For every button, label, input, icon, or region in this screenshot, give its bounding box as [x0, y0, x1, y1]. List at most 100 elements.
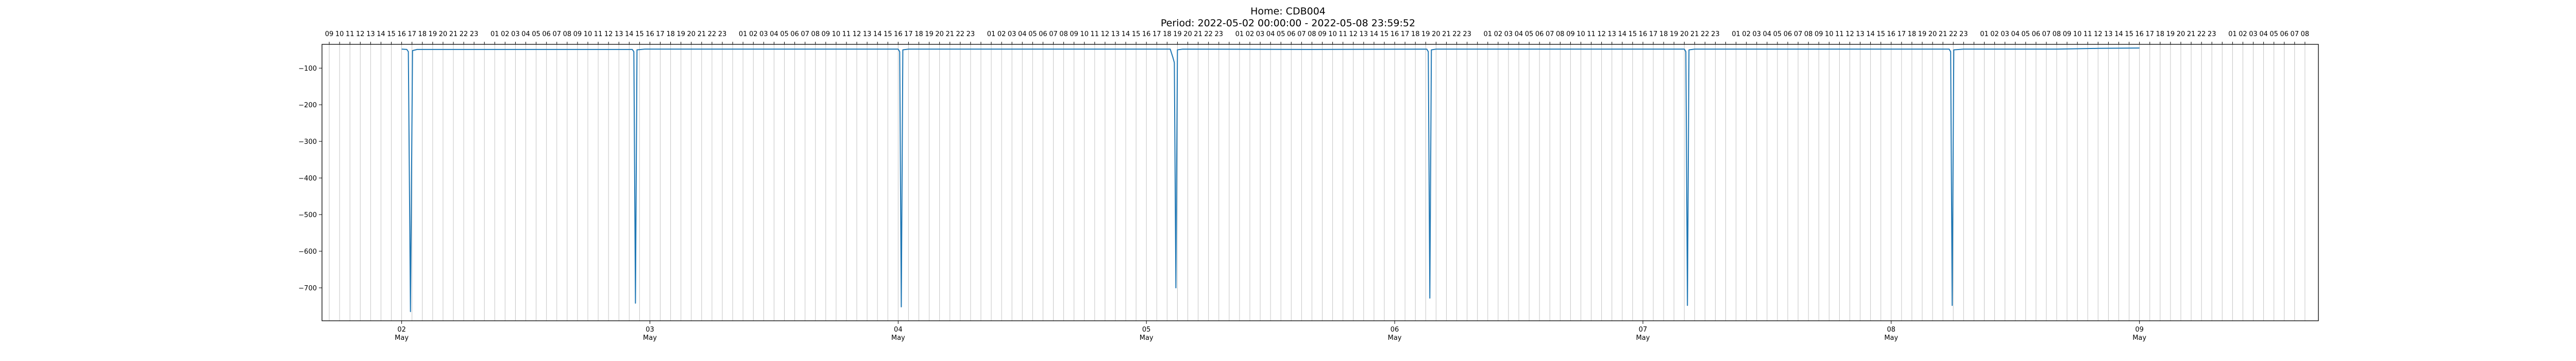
hour-tick-label: 21 — [698, 30, 706, 38]
hour-tick-label: 16 — [646, 30, 654, 38]
hour-tick-label: 15 — [2125, 30, 2133, 38]
x-tick-day-label: 03 — [646, 326, 654, 334]
hour-tick-label: 16 — [894, 30, 903, 38]
hour-tick-label: 10 — [335, 30, 344, 38]
hour-tick-label: 06 — [1784, 30, 1792, 38]
hour-tick-label: 21 — [1690, 30, 1699, 38]
hour-tick-label: 12 — [356, 30, 365, 38]
hour-tick-label: 02 — [1494, 30, 1503, 38]
hour-tick-label: 19 — [925, 30, 934, 38]
hour-tick-label: 13 — [2104, 30, 2113, 38]
hour-tick-label: 01 — [1483, 30, 1492, 38]
hour-grid — [329, 44, 2306, 321]
hour-tick-label: 02 — [1742, 30, 1751, 38]
hour-tick-label: 01 — [1980, 30, 1989, 38]
hour-tick-label: 17 — [1897, 30, 1906, 38]
hour-tick-label: 16 — [1887, 30, 1896, 38]
hour-tick-label: 15 — [387, 30, 396, 38]
hour-tick-label: 13 — [1856, 30, 1865, 38]
hour-tick-label: 04 — [1763, 30, 1772, 38]
plot-frame — [321, 44, 2319, 321]
hour-tick-label: 09 — [325, 30, 334, 38]
hour-tick-label: 22 — [956, 30, 965, 38]
hour-tick-label: 01 — [1732, 30, 1740, 38]
hour-tick-label: 04 — [1018, 30, 1027, 38]
hour-tick-label: 17 — [1401, 30, 1410, 38]
x-tick-month-label: May — [1388, 334, 1402, 342]
chart-subtitle: Period: 2022-05-02 00:00:00 - 2022-05-08… — [1161, 18, 1415, 29]
hour-tick-label: 18 — [914, 30, 923, 38]
hour-tick-label: 23 — [967, 30, 975, 38]
hour-tick-label: 08 — [563, 30, 572, 38]
hour-tick-label: 18 — [666, 30, 675, 38]
hour-tick-label: 03 — [759, 30, 768, 38]
hour-tick-label: 22 — [2197, 30, 2206, 38]
hour-tick-label: 21 — [1442, 30, 1451, 38]
hour-tick-label: 07 — [1049, 30, 1058, 38]
hour-tick-label: 23 — [1959, 30, 1968, 38]
y-tick-label: −100 — [298, 65, 317, 73]
hour-tick-label: 11 — [1091, 30, 1099, 38]
x-tick-month-label: May — [1884, 334, 1898, 342]
hour-tick-label: 01 — [490, 30, 499, 38]
hour-tick-label: 19 — [2166, 30, 2175, 38]
hour-tick-label: 06 — [790, 30, 799, 38]
hour-tick-label: 10 — [1577, 30, 1585, 38]
hour-tick-label: 05 — [1028, 30, 1037, 38]
hour-tick-label: 13 — [1111, 30, 1120, 38]
x-tick-month-label: May — [1636, 334, 1650, 342]
hour-tick-label: 04 — [521, 30, 530, 38]
hour-tick-label: 15 — [1380, 30, 1389, 38]
top-hour-axis: 09 10 11 12 13 14 15 16 17 18 19 20 21 22 23 01 02 03 04 05… — [325, 30, 2309, 44]
hour-tick-label: 21 — [1939, 30, 1947, 38]
hour-tick-label: 10 — [1080, 30, 1089, 38]
hour-tick-label: 18 — [2156, 30, 2165, 38]
hour-tick-label: 19 — [429, 30, 437, 38]
hour-tick-label: 10 — [1825, 30, 1834, 38]
hour-tick-label: 09 — [2063, 30, 2072, 38]
hour-tick-label: 21 — [1194, 30, 1202, 38]
chart-title: Home: CDB004 — [1250, 6, 1326, 17]
x-tick-month-label: May — [2132, 334, 2146, 342]
x-tick-month-label: May — [1140, 334, 1154, 342]
hour-tick-label: 21 — [2187, 30, 2196, 38]
hour-tick-label: 06 — [1287, 30, 1296, 38]
hour-tick-label: 02 — [1246, 30, 1255, 38]
hour-tick-label: 12 — [853, 30, 861, 38]
hour-tick-label: 13 — [1360, 30, 1368, 38]
hour-tick-label: 01 — [987, 30, 996, 38]
hour-tick-label: 11 — [2083, 30, 2092, 38]
x-tick-day-label: 08 — [1887, 326, 1896, 334]
hour-tick-label: 05 — [2022, 30, 2030, 38]
hour-tick-label: 20 — [2177, 30, 2185, 38]
hour-tick-label: 23 — [718, 30, 727, 38]
hour-tick-label: 19 — [1173, 30, 1182, 38]
hour-tick-label: 02 — [2239, 30, 2247, 38]
hour-tick-label: 12 — [1101, 30, 1110, 38]
x-tick-day-label: 07 — [1639, 326, 1648, 334]
y-tick-label: −500 — [298, 211, 317, 219]
hour-tick-label: 23 — [1711, 30, 1720, 38]
hour-tick-label: 12 — [604, 30, 613, 38]
x-tick-day-label: 05 — [1142, 326, 1151, 334]
x-tick-month-label: May — [891, 334, 905, 342]
hour-tick-label: 05 — [1773, 30, 1782, 38]
hour-tick-label: 19 — [676, 30, 685, 38]
hour-tick-label: 02 — [1990, 30, 1999, 38]
hour-tick-label: 02 — [997, 30, 1006, 38]
hour-tick-label: 03 — [511, 30, 520, 38]
hour-tick-label: 08 — [1059, 30, 1068, 38]
hour-tick-label: 01 — [1235, 30, 1244, 38]
hour-tick-label: 23 — [470, 30, 479, 38]
hour-tick-label: 03 — [2249, 30, 2258, 38]
hour-tick-label: 18 — [1411, 30, 1420, 38]
y-axis: −100 −200 −300 −400 −500 −600 −700 — [298, 65, 322, 292]
hour-tick-label: 19 — [1421, 30, 1430, 38]
hour-tick-label: 08 — [1308, 30, 1316, 38]
hour-tick-label: 05 — [532, 30, 540, 38]
hour-tick-label: 08 — [2053, 30, 2061, 38]
hour-tick-label: 16 — [2135, 30, 2144, 38]
y-tick-label: −300 — [298, 138, 317, 146]
hour-tick-label: 19 — [1918, 30, 1927, 38]
